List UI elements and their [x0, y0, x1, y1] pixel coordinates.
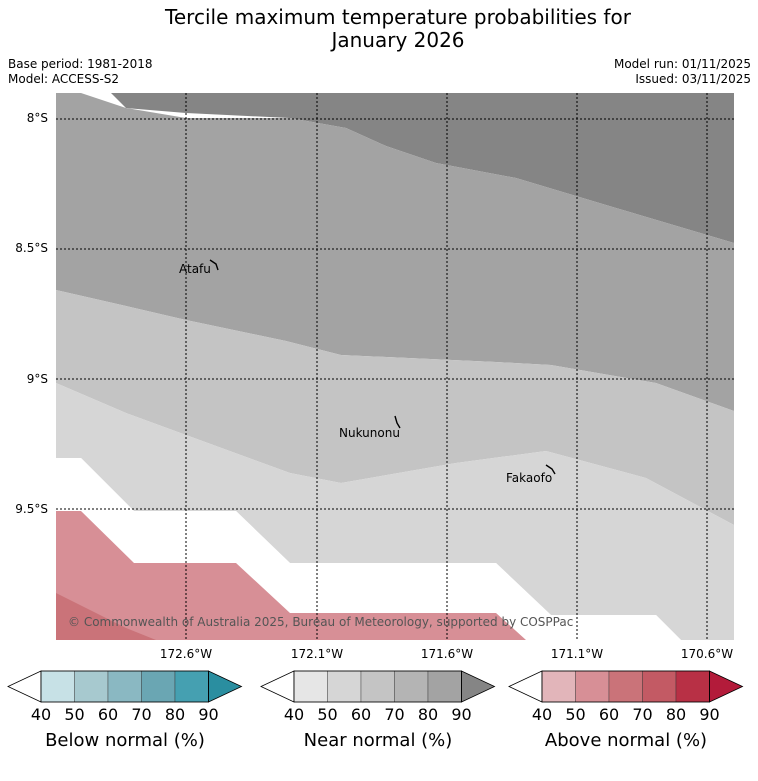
- title-line-1: Tercile maximum temperature probabilitie…: [165, 5, 631, 29]
- colorbar-below-normal-tick-60: 60: [97, 705, 119, 724]
- meta-left: Base period: 1981-2018 Model: ACCESS-S2: [8, 57, 153, 87]
- near-normal-90-region: [56, 93, 734, 243]
- title-line-2: January 2026: [331, 28, 465, 52]
- near-normal-60-region: [56, 383, 734, 640]
- colorbar-near-normal-tick-50: 50: [317, 705, 338, 724]
- colorbar-above-normal-outline: [541, 670, 710, 703]
- colorbar-near-normal-segment-50: [327, 670, 362, 703]
- no-dominant-gap-region: [56, 458, 681, 640]
- colorbar-near-normal-segment-80: [427, 670, 462, 703]
- place-label-nukunonu: Nukunonu: [339, 426, 400, 440]
- model-run: Model run: 01/11/2025: [613, 57, 751, 71]
- colorbar-below-normal-tick-40: 40: [30, 705, 52, 724]
- colorbar-above-normal-tick-70: 70: [632, 705, 653, 724]
- near-normal-80-region: [56, 93, 734, 411]
- colorbar-above-normal-segment-80: [675, 670, 710, 703]
- colorbar-near-normal-tick-80: 80: [417, 705, 439, 724]
- colorbar-near-normal-segment-60: [360, 670, 395, 703]
- colorbar-near-normal-outline: [293, 670, 462, 703]
- lat-label-8-5s: 8.5°S: [15, 241, 48, 255]
- place-label-fakaofo: Fakaofo: [506, 471, 552, 485]
- graticule: [56, 93, 734, 640]
- lat-label-8s: 8°S: [26, 111, 48, 125]
- colorbar-below-normal-segment-70: [141, 670, 176, 703]
- colorbar-near-normal-tick-70: 70: [384, 705, 405, 724]
- colorbar-below-normal-segment-80: [174, 670, 209, 703]
- colorbar-below-normal-lower-extend: [7, 670, 42, 703]
- colorbar-above-normal-upper-extend: [709, 670, 744, 703]
- colorbar-below-normal-tick-80: 80: [164, 705, 186, 724]
- colorbar-below-normal-tick-70: 70: [131, 705, 152, 724]
- above-normal-50-region: [56, 511, 526, 640]
- colorbar-title-above-normal: Above normal (%): [544, 730, 708, 751]
- lon-label-171-6w: 171.6°W: [420, 647, 474, 661]
- model-name: Model: ACCESS-S2: [8, 72, 120, 86]
- colorbar-below-normal: [7, 670, 243, 703]
- copyright-notice: © Commonwealth of Australia 2025, Bureau…: [68, 615, 573, 629]
- lon-label-170-6w: 170.6°W: [680, 647, 734, 661]
- colorbar-near-normal-tick-90: 90: [451, 705, 472, 724]
- colorbar-near-normal: [260, 670, 496, 703]
- colorbar-title-near-normal: Near normal (%): [303, 730, 453, 751]
- colorbar-near-normal-lower-extend: [260, 670, 295, 703]
- colorbar-below-normal-tick-90: 90: [198, 705, 219, 724]
- colorbar-above-normal-tick-50: 50: [565, 705, 586, 724]
- colorbar-below-normal-segment-50: [74, 670, 109, 703]
- colorbar-above-normal: [508, 670, 744, 703]
- colorbar-above-normal-tick-60: 60: [598, 705, 620, 724]
- colorbar-above-normal-segment-50: [575, 670, 610, 703]
- above-normal-60-region: [56, 593, 156, 640]
- colorbar-above-normal-lower-extend: [508, 670, 543, 703]
- colorbar-below-normal-tick-50: 50: [64, 705, 85, 724]
- colorbar-near-normal-tick-60: 60: [350, 705, 372, 724]
- colorbar-near-normal-tick-40: 40: [283, 705, 305, 724]
- lon-label-172-6w: 172.6°W: [159, 647, 213, 661]
- colorbar-above-normal-segment-70: [642, 670, 677, 703]
- lon-label-172-1w: 172.1°W: [290, 647, 344, 661]
- fakaofo-atoll: [545, 464, 556, 475]
- map-panel: Atafu Nukunonu Fakaofo © Commonwealth of…: [56, 93, 734, 640]
- colorbar-near-normal-upper-extend: [461, 670, 496, 703]
- colorbar-below-normal-segment-60: [107, 670, 142, 703]
- issued-date: Issued: 03/11/2025: [635, 72, 751, 86]
- colorbar-near-normal-segment-40: [293, 670, 328, 703]
- lon-label-171-1w: 171.1°W: [550, 647, 604, 661]
- meta-right: Model run: 01/11/2025 Issued: 03/11/2025: [614, 57, 751, 87]
- colorbar-below-normal-outline: [40, 670, 209, 703]
- colorbar-near-normal-segment-70: [394, 670, 429, 703]
- colorbar-below-normal-segment-40: [40, 670, 75, 703]
- nukunonu-atoll: [394, 415, 401, 429]
- lat-label-9s: 9°S: [26, 372, 48, 386]
- colorbar-title-below-normal: Below normal (%): [45, 730, 205, 751]
- lat-label-9-5s: 9.5°S: [15, 502, 48, 516]
- colorbar-above-normal-segment-40: [541, 670, 576, 703]
- colorbar-above-normal-tick-40: 40: [531, 705, 553, 724]
- colorbar-above-normal-tick-90: 90: [699, 705, 720, 724]
- place-label-atafu: Atafu: [179, 262, 211, 276]
- near-normal-70-region: [56, 290, 734, 525]
- colorbar-above-normal-tick-80: 80: [665, 705, 687, 724]
- base-period: Base period: 1981-2018: [8, 57, 153, 71]
- atafu-atoll: [209, 259, 219, 271]
- map-title: Tercile maximum temperature probabilitie…: [0, 6, 758, 52]
- colorbar-below-normal-upper-extend: [208, 670, 243, 703]
- colorbar-above-normal-segment-60: [608, 670, 643, 703]
